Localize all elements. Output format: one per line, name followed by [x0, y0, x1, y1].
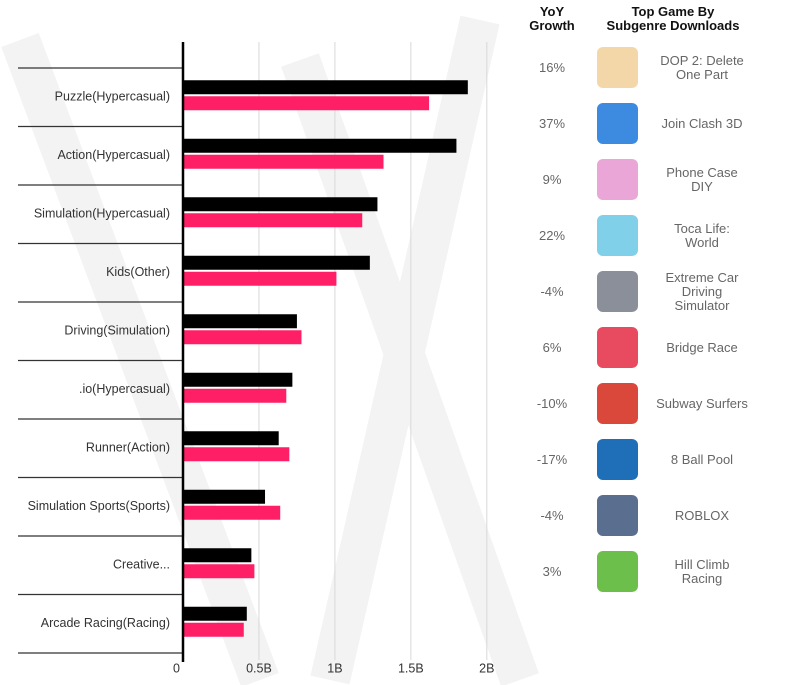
bar	[183, 154, 384, 169]
game-icon	[597, 215, 638, 256]
game-icon	[597, 551, 638, 592]
bar	[183, 314, 297, 329]
game-name: Toca Life: World	[674, 221, 730, 250]
growth-cell: -17%	[536, 452, 568, 467]
watermark-stroke	[310, 15, 500, 685]
y-tick-label: Simulation(Hypercasual)	[34, 207, 170, 221]
game-name: 8 Ball Pool	[670, 452, 734, 467]
y-tick-label: Creative...	[113, 558, 170, 572]
game-name: Phone Case DIY	[666, 165, 738, 194]
watermark	[1, 15, 539, 685]
growth-cell: 16%	[538, 60, 566, 75]
bar	[183, 138, 457, 153]
x-tick-label: 1.5B	[398, 661, 424, 675]
bar	[183, 564, 255, 579]
y-tick-label: .io(Hypercasual)	[79, 382, 170, 396]
game-name: DOP 2: Delete One Part	[660, 53, 744, 82]
x-tick-label: 0.5B	[246, 661, 272, 675]
game-icon	[597, 495, 638, 536]
y-tick-label: Driving(Simulation)	[64, 324, 170, 338]
x-tick-label: 1B	[327, 661, 342, 675]
game-name: Subway Surfers	[656, 396, 748, 411]
bar	[183, 271, 337, 286]
x-tick-label: 0	[173, 661, 180, 675]
bar	[183, 197, 378, 212]
game-icon	[597, 103, 638, 144]
game-icon	[597, 439, 638, 480]
game-name: ROBLOX	[674, 508, 730, 523]
header-game: Top Game By Subgenre Downloads	[606, 4, 740, 33]
growth-cell: 9%	[542, 172, 562, 187]
game-icon	[597, 271, 638, 312]
bar	[183, 622, 244, 637]
bar	[183, 96, 430, 111]
bar	[183, 447, 290, 462]
header-growth: YoY Growth	[529, 4, 575, 33]
growth-cell: 22%	[538, 228, 566, 243]
game-icon	[597, 47, 638, 88]
y-tick-label: Kids(Other)	[106, 265, 170, 279]
x-tick-label: 2B	[479, 661, 494, 675]
y-tick-label: Puzzle(Hypercasual)	[55, 90, 170, 104]
bar	[183, 431, 279, 446]
game-icon	[597, 159, 638, 200]
bar	[183, 372, 293, 387]
bar	[183, 213, 363, 228]
growth-cell: 37%	[538, 116, 566, 131]
game-icon	[597, 327, 638, 368]
game-name: Join Clash 3D	[661, 116, 743, 131]
bar	[183, 80, 468, 95]
bar	[183, 606, 247, 621]
y-tick-label: Arcade Racing(Racing)	[41, 616, 170, 630]
y-tick-label: Action(Hypercasual)	[57, 148, 170, 162]
bar	[183, 330, 302, 345]
growth-cell: 6%	[542, 340, 562, 355]
growth-cell: -4%	[540, 284, 564, 299]
bar	[183, 388, 287, 403]
game-name: Hill Climb Racing	[674, 557, 730, 586]
bar	[183, 255, 370, 270]
y-tick-label: Runner(Action)	[86, 441, 170, 455]
bar	[183, 548, 252, 563]
growth-cell: 3%	[542, 564, 562, 579]
growth-cell: -4%	[540, 508, 564, 523]
game-name: Bridge Race	[666, 340, 738, 355]
bar	[183, 489, 266, 504]
y-tick-label: Simulation Sports(Sports)	[28, 499, 170, 513]
game-name: Extreme Car Driving Simulator	[665, 270, 739, 313]
bar	[183, 505, 281, 520]
game-icon	[597, 383, 638, 424]
growth-cell: -10%	[536, 396, 568, 411]
